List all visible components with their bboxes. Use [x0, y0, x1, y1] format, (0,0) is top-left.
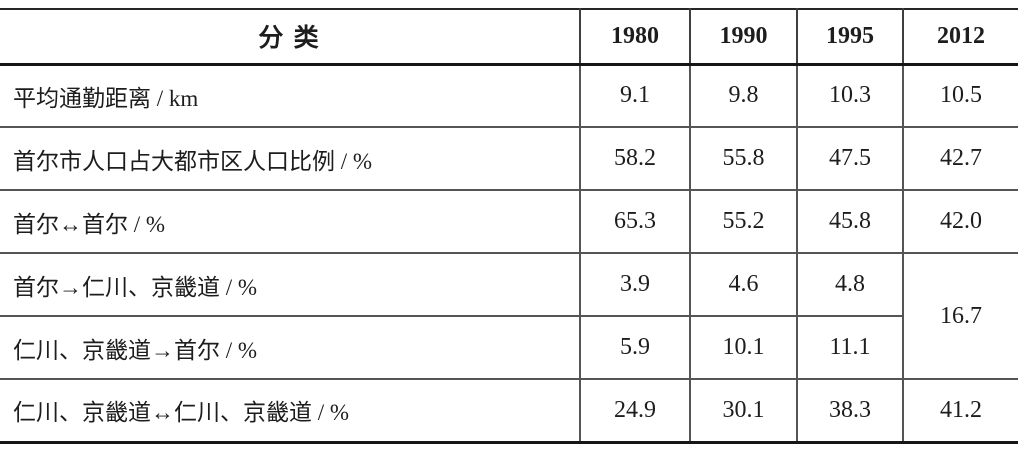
value-cell: 55.8: [689, 126, 797, 190]
table-row-seoul-population-share: 首尔市人口占大都市区人口比例 / % 58.2 55.8 47.5 42.7: [0, 126, 1018, 190]
value-cell: 4.6: [689, 252, 797, 316]
table-row-seoul-to-seoul: 首尔↔首尔 / % 65.3 55.2 45.8 42.0: [0, 189, 1018, 253]
row-label-cell: 平均通勤距离 / km: [0, 64, 580, 127]
value-cell: 5.9: [579, 315, 690, 379]
value-cell: 45.8: [796, 189, 903, 253]
value-cell: 10.1: [689, 315, 797, 379]
value-cell: 38.3: [796, 378, 903, 442]
value-cell: 9.8: [689, 64, 797, 127]
value-cell: 47.5: [796, 126, 903, 190]
value-cell: 3.9: [579, 252, 690, 316]
row-label-cell: 首尔→仁川、京畿道 / %: [0, 252, 580, 316]
row-label-cell: 首尔市人口占大都市区人口比例 / %: [0, 126, 580, 190]
row-label-cell: 仁川、京畿道↔仁川、京畿道 / %: [0, 378, 580, 442]
value-cell: 24.9: [579, 378, 690, 442]
value-cell: 9.1: [579, 64, 690, 127]
row-label-cell: 首尔↔首尔 / %: [0, 189, 580, 253]
value-cell: 10.5: [902, 64, 1018, 127]
table-row-incheon-gyeonggi-internal: 仁川、京畿道↔仁川、京畿道 / % 24.9 30.1 38.3 41.2: [0, 378, 1018, 442]
year-header-1990: 1990: [689, 9, 797, 64]
row-label-cell: 仁川、京畿道→首尔 / %: [0, 315, 580, 379]
value-cell: 55.2: [689, 189, 797, 253]
value-cell: 30.1: [689, 378, 797, 442]
value-cell: 4.8: [796, 252, 903, 316]
value-cell: 10.3: [796, 64, 903, 127]
value-cell: 42.0: [902, 189, 1018, 253]
value-cell: 11.1: [796, 315, 903, 379]
merged-value-cell: 16.7: [902, 252, 1018, 379]
year-header-1980: 1980: [579, 9, 690, 64]
value-cell: 65.3: [579, 189, 690, 253]
value-cell: 42.7: [902, 126, 1018, 190]
year-header-1995: 1995: [796, 9, 903, 64]
seoul-commute-table: 分 类 1980 1990 1995 2012 平均通勤距离 / km 9.1 …: [0, 8, 1018, 444]
table-row-incheon-gyeonggi-to-seoul: 仁川、京畿道→首尔 / % 5.9 10.1 11.1: [0, 315, 1018, 379]
value-cell: 41.2: [902, 378, 1018, 442]
year-header-2012: 2012: [902, 9, 1018, 64]
category-header-cell: 分 类: [0, 9, 580, 64]
header-row: 分 类 1980 1990 1995 2012: [0, 9, 1018, 64]
value-cell: 58.2: [579, 126, 690, 190]
table-row-avg-commute-distance: 平均通勤距离 / km 9.1 9.8 10.3 10.5: [0, 64, 1018, 127]
table-row-seoul-to-incheon-gyeonggi: 首尔→仁川、京畿道 / % 3.9 4.6 4.8 16.7: [0, 252, 1018, 379]
